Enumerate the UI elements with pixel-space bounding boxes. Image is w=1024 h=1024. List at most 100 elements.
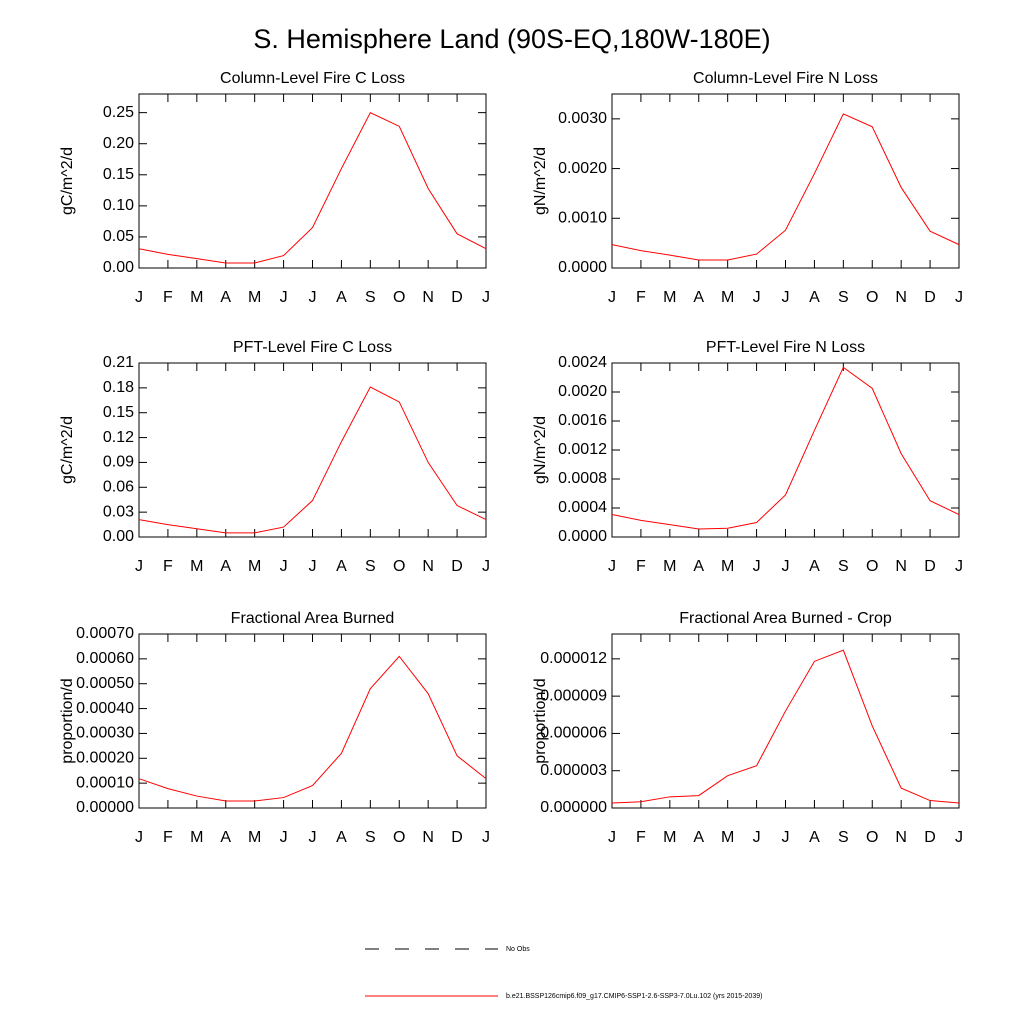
y-axis-label: proportion/d <box>532 678 549 763</box>
data-line <box>138 111 487 264</box>
y-tick-label: 0.0030 <box>558 110 607 127</box>
x-tick-label: O <box>866 289 878 306</box>
y-tick-label: 0.000003 <box>540 762 607 779</box>
x-tick-label: J <box>782 289 790 306</box>
y-tick-label: 0.0004 <box>558 499 607 516</box>
chart-title: Fractional Area Burned - Crop <box>679 610 892 627</box>
x-tick-label: S <box>838 829 849 846</box>
x-tick-label: S <box>365 829 376 846</box>
plot-frame <box>138 362 487 538</box>
x-tick-label: F <box>163 829 173 846</box>
data-line <box>611 649 960 804</box>
x-tick-label: J <box>955 829 963 846</box>
data-line <box>611 113 960 261</box>
x-tick-label: A <box>220 289 231 306</box>
x-tick-label: J <box>753 289 761 306</box>
x-tick-label: S <box>838 558 849 575</box>
x-tick-label: M <box>248 829 261 846</box>
chart-title: Fractional Area Burned <box>231 610 395 627</box>
y-axis-label: gN/m^2/d <box>532 147 549 215</box>
x-tick-label: A <box>809 558 820 575</box>
x-tick-label: D <box>451 558 463 575</box>
y-axis-label: gC/m^2/d <box>59 147 76 215</box>
y-axis-label: gC/m^2/d <box>59 416 76 484</box>
x-tick-label: J <box>753 558 761 575</box>
y-tick-label: 0.15 <box>103 404 134 421</box>
x-tick-label: O <box>393 289 405 306</box>
y-tick-label: 0.0020 <box>558 160 607 177</box>
x-tick-label: A <box>693 829 704 846</box>
x-tick-label: M <box>663 558 676 575</box>
x-tick-label: O <box>393 829 405 846</box>
x-tick-label: A <box>220 829 231 846</box>
y-tick-label: 0.15 <box>103 166 134 183</box>
x-tick-label: J <box>955 289 963 306</box>
y-tick-label: 0.00000 <box>76 799 134 816</box>
x-tick-label: D <box>924 829 936 846</box>
y-tick-label: 0.000006 <box>540 725 607 742</box>
y-tick-label: 0.000012 <box>540 650 607 667</box>
y-tick-label: 0.000000 <box>540 799 607 816</box>
x-tick-label: J <box>280 289 288 306</box>
chart-title: Column-Level Fire C Loss <box>220 70 405 87</box>
y-tick-label: 0.12 <box>103 429 134 446</box>
figure-title: S. Hemisphere Land (90S-EQ,180W-180E) <box>253 24 770 54</box>
x-tick-label: D <box>451 289 463 306</box>
x-tick-label: M <box>248 558 261 575</box>
x-tick-label: M <box>663 289 676 306</box>
y-tick-label: 0.00030 <box>76 725 134 742</box>
y-tick-label: 0.00040 <box>76 700 134 717</box>
x-tick-label: A <box>809 289 820 306</box>
x-tick-label: F <box>636 558 646 575</box>
y-axis-label: proportion/d <box>59 678 76 763</box>
x-tick-label: J <box>482 558 490 575</box>
data-line <box>138 386 487 534</box>
plot-frame <box>138 633 487 809</box>
x-tick-label: A <box>693 289 704 306</box>
y-tick-label: 0.18 <box>103 379 134 396</box>
y-tick-label: 0.0000 <box>558 528 607 545</box>
x-tick-label: F <box>163 558 173 575</box>
y-tick-label: 0.05 <box>103 228 134 245</box>
chart-title: PFT-Level Fire N Loss <box>706 339 865 356</box>
x-tick-label: F <box>163 289 173 306</box>
x-tick-label: N <box>422 558 434 575</box>
x-tick-label: J <box>955 558 963 575</box>
x-tick-label: F <box>636 289 646 306</box>
y-tick-label: 0.06 <box>103 479 134 496</box>
legend-label: b.e21.BSSP126cmip6.f09_g17.CMIP6-SSP1-2.… <box>506 993 762 1000</box>
y-tick-label: 0.20 <box>103 135 134 152</box>
x-tick-label: M <box>248 289 261 306</box>
x-tick-label: A <box>693 558 704 575</box>
x-tick-label: N <box>422 829 434 846</box>
x-tick-label: M <box>663 829 676 846</box>
x-tick-label: O <box>866 829 878 846</box>
x-tick-label: F <box>636 829 646 846</box>
y-tick-label: 0.00010 <box>76 774 134 791</box>
x-tick-label: N <box>895 558 907 575</box>
y-tick-label: 0.00070 <box>76 625 134 642</box>
x-tick-label: J <box>309 829 317 846</box>
y-tick-label: 0.0012 <box>558 441 607 458</box>
x-tick-label: A <box>220 558 231 575</box>
x-tick-label: J <box>782 558 790 575</box>
x-tick-label: M <box>190 289 203 306</box>
y-tick-label: 0.0010 <box>558 210 607 227</box>
x-tick-label: J <box>135 289 143 306</box>
x-tick-label: J <box>135 558 143 575</box>
x-tick-label: J <box>135 829 143 846</box>
chart-title: PFT-Level Fire C Loss <box>233 339 392 356</box>
y-tick-label: 0.000009 <box>540 687 607 704</box>
x-tick-label: N <box>422 289 434 306</box>
x-tick-label: M <box>721 558 734 575</box>
y-tick-label: 0.03 <box>103 503 134 520</box>
x-tick-label: O <box>393 558 405 575</box>
plot-frame <box>611 362 960 538</box>
data-line <box>138 655 487 802</box>
y-axis-label: gN/m^2/d <box>532 416 549 484</box>
plot-frame <box>138 93 487 269</box>
x-tick-label: M <box>190 829 203 846</box>
y-tick-label: 0.00060 <box>76 650 134 667</box>
y-tick-label: 0.00 <box>103 528 134 545</box>
x-tick-label: J <box>782 829 790 846</box>
